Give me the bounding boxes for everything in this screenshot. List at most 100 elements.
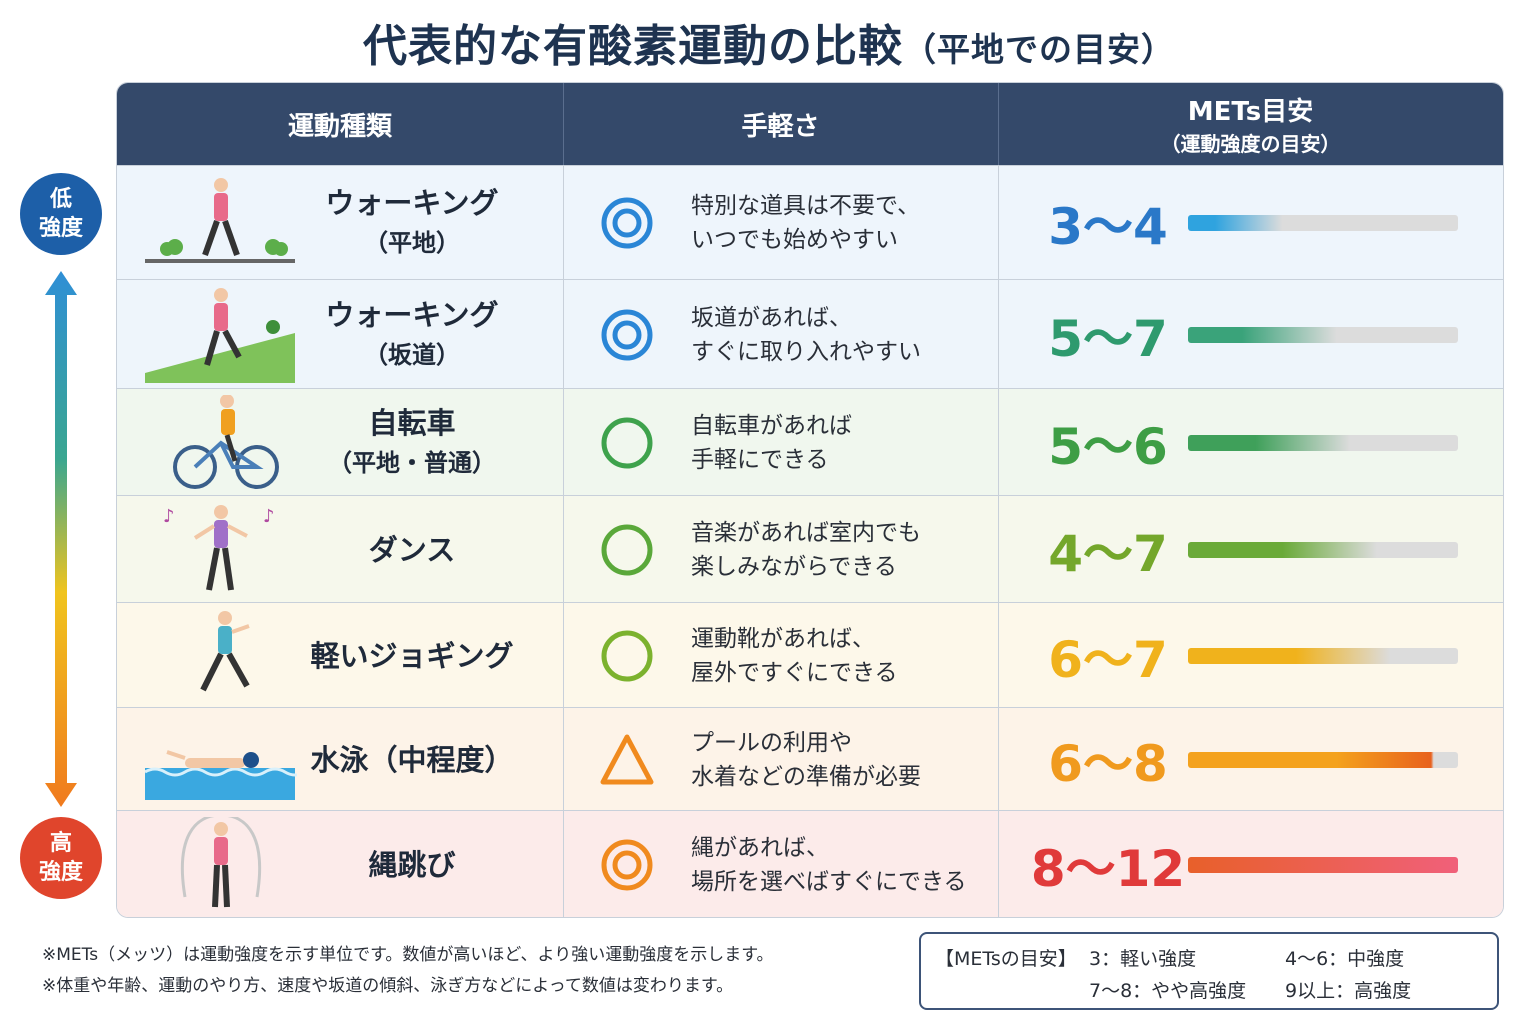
footnote-1: ※METs（メッツ）は運動強度を示す単位です。数値が高いほど、より強い運動強度を… bbox=[42, 945, 774, 965]
ease-cell: 自転車があれば 手軽にできる bbox=[563, 389, 999, 496]
table-row: ウォーキング （坂道） 坂道があれば、 すぐに取り入れやすい 5〜7 bbox=[117, 279, 1503, 389]
mets-cell: 5〜7 bbox=[998, 280, 1503, 389]
exercise-cell: 縄跳び bbox=[117, 811, 564, 917]
exercise-name: 縄跳び bbox=[297, 845, 527, 885]
header-col3-sublabel: （運動強度の目安） bbox=[1160, 132, 1341, 156]
intensity-axis: 低強度 高強度 bbox=[18, 173, 106, 899]
high-intensity-badge: 高強度 bbox=[20, 817, 102, 899]
exercise-name-main: 自転車 bbox=[368, 405, 456, 440]
header-col2-label: 手軽さ bbox=[741, 111, 820, 142]
ease-line-1: 特別な道具は不要で、 bbox=[691, 193, 921, 219]
intensity-arrow-icon bbox=[45, 271, 77, 807]
mets-value: 5〜6 bbox=[1048, 417, 1168, 476]
ease-cell: 音楽があれば室内でも 楽しみながらできる bbox=[563, 496, 999, 603]
mets-cell: 8〜12 bbox=[998, 811, 1503, 917]
mets-value: 3〜4 bbox=[1048, 198, 1168, 256]
exercise-name: 軽いジョギング bbox=[297, 636, 527, 676]
table-row: 縄跳び 縄があれば、 場所を選べばすぐにできる 8〜12 bbox=[117, 810, 1503, 917]
exercise-name-sub: （平地・普通） bbox=[328, 448, 496, 477]
ease-description: 坂道があれば、 すぐに取り入れやすい bbox=[691, 301, 921, 369]
ease-line-2: 楽しみながらできる bbox=[691, 553, 897, 580]
page-title-main: 代表的な有酸素運動の比較 bbox=[363, 21, 903, 72]
table-row: 水泳（中程度） プールの利用や 水着などの準備が必要 6〜8 bbox=[117, 707, 1503, 811]
exercise-name-sub: （坂道） bbox=[364, 340, 460, 369]
mets-value: 8〜12 bbox=[1030, 839, 1186, 898]
jump-rope-icon bbox=[180, 816, 262, 907]
exercise-cell: 自転車 （平地・普通） bbox=[117, 389, 564, 496]
ease-cell: 縄があれば、 場所を選べばすぐにできる bbox=[563, 811, 999, 917]
table-header: 運動種類 手軽さ METs目安 （運動強度の目安） bbox=[117, 83, 1503, 165]
header-col3-label: METs目安 bbox=[1187, 97, 1314, 127]
legend-label: 【METsの目安】 bbox=[935, 948, 1077, 970]
exercise-name-main: 縄跳び bbox=[368, 847, 456, 882]
header-mets: METs目安 （運動強度の目安） bbox=[998, 83, 1503, 165]
legend-high: 9以上：高強度 bbox=[1285, 980, 1412, 1002]
circle-mark-icon bbox=[601, 630, 653, 681]
triangle-mark-icon bbox=[600, 734, 654, 784]
exercise-name: ダンス bbox=[297, 530, 527, 570]
ease-line-2: 屋外ですぐにできる bbox=[691, 659, 898, 686]
exercise-name-sub: （平地） bbox=[364, 229, 460, 257]
svg-text:♪: ♪ bbox=[263, 506, 275, 527]
footnotes: ※METs（メッツ）は運動強度を示す単位です。数値が高いほど、より強い運動強度を… bbox=[42, 940, 774, 1002]
comparison-table: 運動種類 手軽さ METs目安 （運動強度の目安） ウォーキング （平地） bbox=[116, 82, 1504, 918]
low-label-1: 低 bbox=[49, 187, 72, 212]
exercise-name-main: ダンス bbox=[368, 532, 456, 567]
bicycle-icon bbox=[173, 394, 279, 489]
svg-text:♪: ♪ bbox=[163, 506, 175, 527]
mets-value: 5〜7 bbox=[1048, 309, 1168, 368]
mets-value: 4〜7 bbox=[1048, 524, 1168, 583]
ease-line-2: 水着などの準備が必要 bbox=[691, 763, 921, 790]
circle-mark-icon bbox=[601, 524, 653, 575]
mets-cell: 6〜8 bbox=[998, 708, 1503, 811]
exercise-name: ウォーキング （坂道） bbox=[297, 295, 527, 375]
intensity-bar bbox=[1188, 751, 1458, 768]
intensity-bar bbox=[1188, 647, 1458, 664]
ease-cell: 坂道があれば、 すぐに取り入れやすい bbox=[563, 280, 999, 389]
ease-line-1: 坂道があれば、 bbox=[691, 304, 852, 331]
ease-line-1: 音楽があれば室内でも bbox=[691, 519, 921, 546]
double-circle-mark-icon bbox=[601, 197, 653, 249]
ease-description: 音楽があれば室内でも 楽しみながらできる bbox=[691, 516, 921, 584]
exercise-name-main: ウォーキング bbox=[325, 186, 499, 220]
high-label-2: 強度 bbox=[38, 860, 83, 885]
ease-description: 運動靴があれば、 屋外ですぐにできる bbox=[691, 622, 898, 690]
mets-value: 6〜7 bbox=[1048, 630, 1168, 689]
ease-line-1: 自転車があれば bbox=[691, 412, 852, 439]
legend-moderate: 4〜6：中強度 bbox=[1285, 948, 1405, 970]
ease-cell: 特別な道具は不要で、 いつでも始めやすい bbox=[563, 166, 999, 280]
exercise-cell: ウォーキング （坂道） bbox=[117, 280, 564, 389]
exercise-cell: 軽いジョギング bbox=[117, 603, 564, 708]
footnote-2: ※体重や年齢、運動のやり方、速度や坂道の傾斜、泳ぎ方などによって数値は変わります… bbox=[42, 976, 734, 996]
ease-description: 縄があれば、 場所を選べばすぐにできる bbox=[691, 831, 967, 899]
low-label-2: 強度 bbox=[38, 216, 83, 241]
exercise-name: ウォーキング （平地） bbox=[297, 183, 527, 263]
walking-slope-icon bbox=[145, 287, 295, 383]
ease-line-2: 場所を選べばすぐにできる bbox=[691, 868, 967, 895]
legend-somewhat-high: 7〜8：やや高強度 bbox=[1089, 980, 1247, 1002]
mets-cell: 6〜7 bbox=[998, 603, 1503, 708]
legend-light: 3：軽い強度 bbox=[1089, 948, 1197, 970]
ease-cell: プールの利用や 水着などの準備が必要 bbox=[563, 708, 999, 811]
mets-cell: 3〜4 bbox=[998, 166, 1503, 280]
page-title: 代表的な有酸素運動の比較（平地での目安） bbox=[0, 10, 1538, 74]
swimming-icon bbox=[145, 749, 297, 800]
intensity-bar bbox=[1188, 856, 1458, 873]
ease-line-1: 運動靴があれば、 bbox=[691, 625, 875, 652]
mets-cell: 4〜7 bbox=[998, 496, 1503, 603]
intensity-bar bbox=[1188, 541, 1458, 558]
ease-line-1: プールの利用や bbox=[691, 729, 852, 756]
exercise-name-main: ウォーキング bbox=[325, 297, 499, 332]
table-row: ウォーキング （平地） 特別な道具は不要で、 いつでも始めやすい 3〜4 bbox=[117, 165, 1503, 280]
intensity-bar bbox=[1188, 215, 1458, 231]
ease-line-1: 縄があれば、 bbox=[691, 834, 829, 861]
exercise-name: 水泳（中程度） bbox=[297, 740, 527, 780]
table-row: 軽いジョギング 運動靴があれば、 屋外ですぐにできる 6〜7 bbox=[117, 602, 1503, 708]
jogging-icon bbox=[200, 610, 250, 691]
exercise-name-main: 水泳（中程度） bbox=[310, 742, 514, 777]
mets-cell: 5〜6 bbox=[998, 389, 1503, 496]
exercise-cell: 水泳（中程度） bbox=[117, 708, 564, 811]
dance-icon: ♪ ♪ bbox=[163, 504, 275, 591]
ease-cell: 運動靴があれば、 屋外ですぐにできる bbox=[563, 603, 999, 708]
circle-mark-icon bbox=[601, 417, 653, 468]
